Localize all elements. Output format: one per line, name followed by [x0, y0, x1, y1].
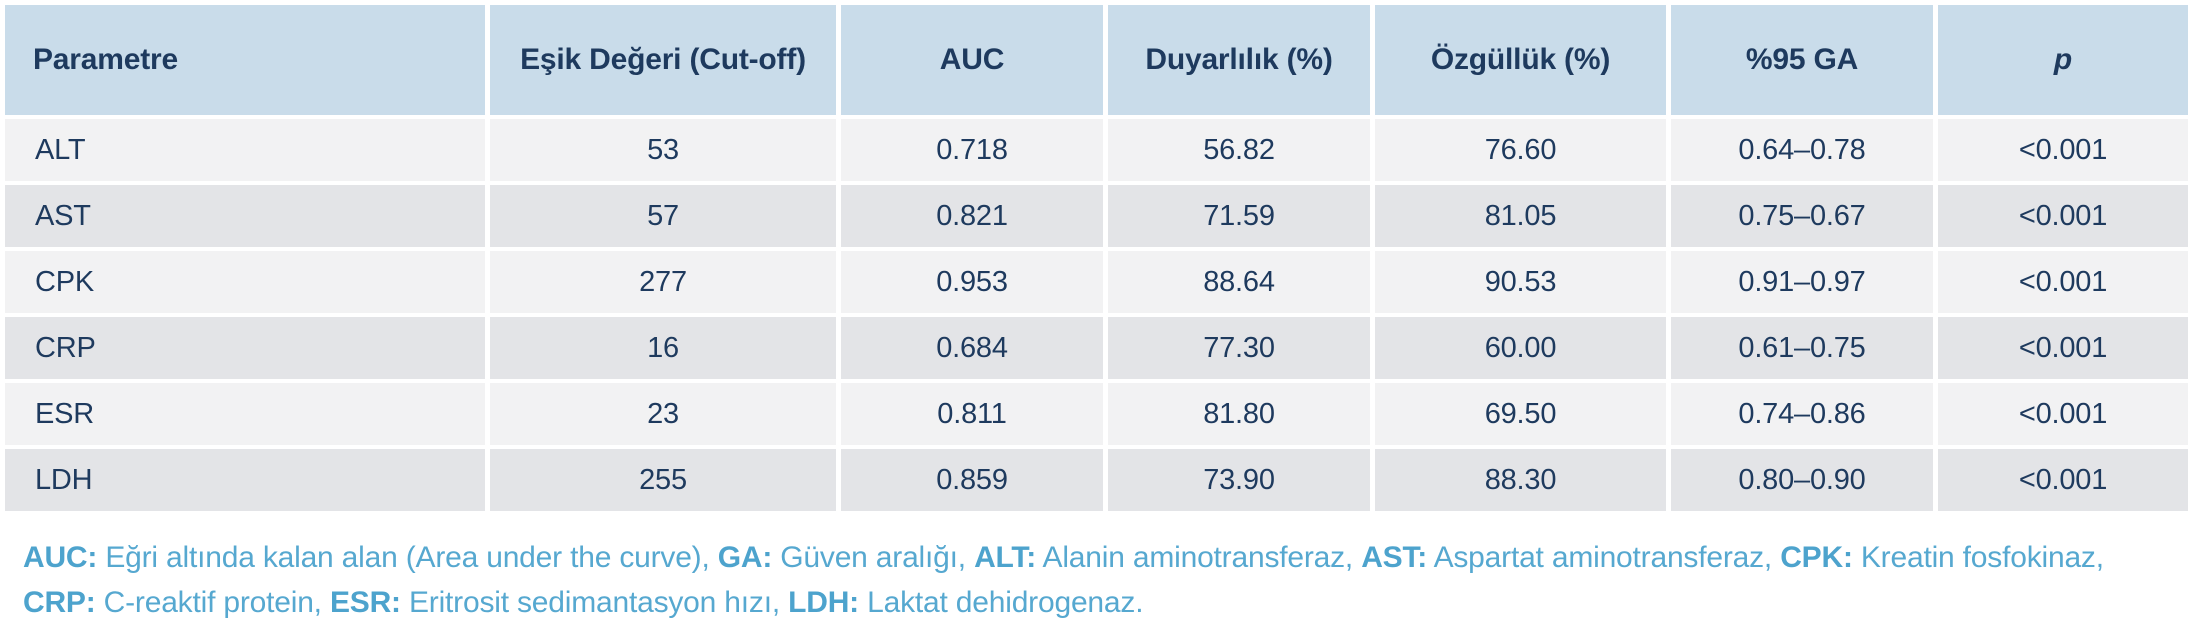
cell-auc: 0.718 [841, 119, 1103, 181]
cell-p: <0.001 [1938, 119, 2188, 181]
cell-auc: 0.821 [841, 185, 1103, 247]
cell-95ga: 0.91–0.97 [1671, 251, 1933, 313]
cell-p: <0.001 [1938, 251, 2188, 313]
header-cell-p: p [1938, 5, 2188, 115]
cell-duyarlilik: 77.30 [1108, 317, 1370, 379]
cell-cutoff: 23 [490, 383, 836, 445]
cell-cutoff: 277 [490, 251, 836, 313]
cell-parametre: CPK [5, 251, 485, 313]
cell-ozgulluk: 76.60 [1375, 119, 1666, 181]
cell-ozgulluk: 69.50 [1375, 383, 1666, 445]
cell-duyarlilik: 81.80 [1108, 383, 1370, 445]
cell-duyarlilik: 73.90 [1108, 449, 1370, 511]
cell-95ga: 0.75–0.67 [1671, 185, 1933, 247]
cell-parametre: ALT [5, 119, 485, 181]
abbr-esr: ESR: [329, 586, 401, 619]
abbreviations-footnote: AUC: Eğri altında kalan alan (Area under… [23, 535, 2188, 625]
header-cell-auc: AUC [841, 5, 1103, 115]
header-cell-ozgulluk: Özgüllük (%) [1375, 5, 1666, 115]
footnote-line-2: CRP: C-reaktif protein, ESR: Eritrosit s… [23, 586, 1144, 619]
cell-cutoff: 57 [490, 185, 836, 247]
cell-95ga: 0.74–0.86 [1671, 383, 1933, 445]
header-cell-duyarlilik: Duyarlılık (%) [1108, 5, 1370, 115]
cell-ozgulluk: 90.53 [1375, 251, 1666, 313]
cell-95ga: 0.80–0.90 [1671, 449, 1933, 511]
cell-p: <0.001 [1938, 449, 2188, 511]
cell-duyarlilik: 71.59 [1108, 185, 1370, 247]
abbr-cpk: CPK: [1780, 541, 1853, 574]
cell-cutoff: 16 [490, 317, 836, 379]
abbr-alt: ALT: [974, 541, 1037, 574]
cell-95ga: 0.64–0.78 [1671, 119, 1933, 181]
cell-cutoff: 255 [490, 449, 836, 511]
cell-auc: 0.953 [841, 251, 1103, 313]
abbr-ast: AST: [1361, 541, 1428, 574]
cell-parametre: CRP [5, 317, 485, 379]
cell-ozgulluk: 60.00 [1375, 317, 1666, 379]
cell-p: <0.001 [1938, 317, 2188, 379]
cell-p: <0.001 [1938, 383, 2188, 445]
cell-cutoff: 53 [490, 119, 836, 181]
abbr-crp: CRP: [23, 586, 96, 619]
header-cell-cutoff: Eşik Değeri (Cut-off) [490, 5, 836, 115]
abbr-auc: AUC: [23, 541, 98, 574]
cell-duyarlilik: 56.82 [1108, 119, 1370, 181]
cell-auc: 0.811 [841, 383, 1103, 445]
footnote-line-1: AUC: Eğri altında kalan alan (Area under… [23, 541, 2104, 574]
roc-analysis-table: Parametre Eşik Değeri (Cut-off) AUC Duya… [5, 5, 2188, 511]
cell-95ga: 0.61–0.75 [1671, 317, 1933, 379]
cell-ozgulluk: 88.30 [1375, 449, 1666, 511]
cell-p: <0.001 [1938, 185, 2188, 247]
abbr-ga: GA: [717, 541, 773, 574]
cell-auc: 0.684 [841, 317, 1103, 379]
abbr-ldh: LDH: [788, 586, 859, 619]
cell-ozgulluk: 81.05 [1375, 185, 1666, 247]
cell-parametre: ESR [5, 383, 485, 445]
cell-duyarlilik: 88.64 [1108, 251, 1370, 313]
header-cell-95ga: %95 GA [1671, 5, 1933, 115]
header-cell-parametre: Parametre [5, 5, 485, 115]
cell-parametre: AST [5, 185, 485, 247]
cell-auc: 0.859 [841, 449, 1103, 511]
cell-parametre: LDH [5, 449, 485, 511]
